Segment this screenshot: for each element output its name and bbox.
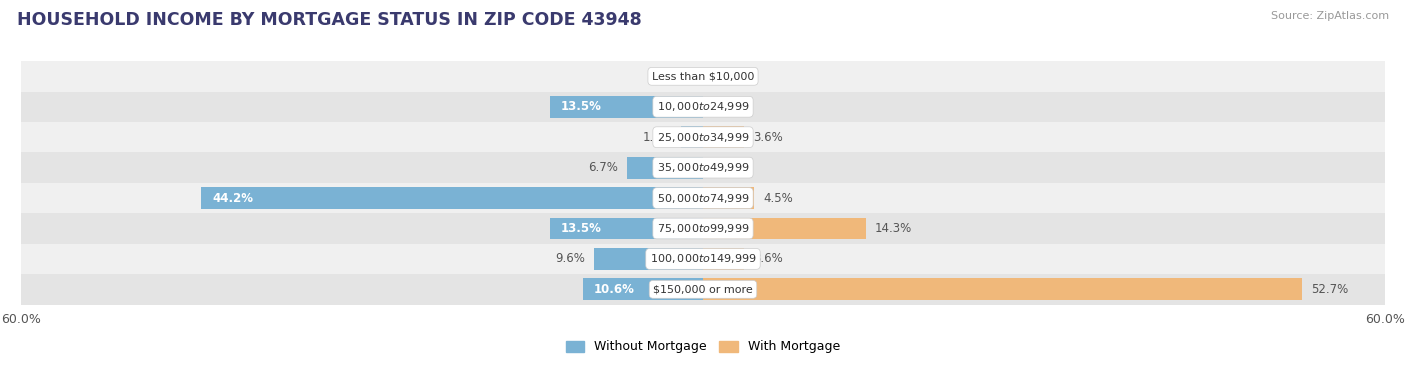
Bar xyxy=(550,96,703,118)
Text: 1.9%: 1.9% xyxy=(643,131,672,144)
Text: $35,000 to $49,999: $35,000 to $49,999 xyxy=(657,161,749,174)
Text: HOUSEHOLD INCOME BY MORTGAGE STATUS IN ZIP CODE 43948: HOUSEHOLD INCOME BY MORTGAGE STATUS IN Z… xyxy=(17,11,641,29)
Text: 52.7%: 52.7% xyxy=(1310,283,1348,296)
Text: 13.5%: 13.5% xyxy=(561,222,602,235)
Text: 6.7%: 6.7% xyxy=(588,161,617,174)
Text: 0.0%: 0.0% xyxy=(720,70,749,83)
Text: $100,000 to $149,999: $100,000 to $149,999 xyxy=(650,253,756,265)
Text: $25,000 to $34,999: $25,000 to $34,999 xyxy=(657,131,749,144)
Bar xyxy=(21,61,1385,92)
Bar xyxy=(703,126,744,148)
Text: Less than $10,000: Less than $10,000 xyxy=(652,71,754,81)
Bar xyxy=(21,183,1385,213)
Text: 10.6%: 10.6% xyxy=(593,283,634,296)
Text: $150,000 or more: $150,000 or more xyxy=(654,284,752,294)
Bar xyxy=(21,244,1385,274)
Bar xyxy=(703,187,754,209)
Text: 3.6%: 3.6% xyxy=(754,131,783,144)
Bar xyxy=(201,187,703,209)
Bar xyxy=(21,122,1385,152)
Text: $50,000 to $74,999: $50,000 to $74,999 xyxy=(657,192,749,205)
Text: 4.5%: 4.5% xyxy=(763,192,793,205)
Text: $75,000 to $99,999: $75,000 to $99,999 xyxy=(657,222,749,235)
Text: 44.2%: 44.2% xyxy=(212,192,253,205)
Bar xyxy=(593,248,703,270)
Text: 9.6%: 9.6% xyxy=(555,253,585,265)
Text: 13.5%: 13.5% xyxy=(561,100,602,113)
Legend: Without Mortgage, With Mortgage: Without Mortgage, With Mortgage xyxy=(561,336,845,359)
Bar xyxy=(21,152,1385,183)
Bar xyxy=(627,157,703,179)
Text: 0.0%: 0.0% xyxy=(720,100,749,113)
Text: 14.3%: 14.3% xyxy=(875,222,912,235)
Bar xyxy=(703,248,744,270)
Bar xyxy=(703,278,1302,300)
Bar xyxy=(550,218,703,239)
Text: 0.0%: 0.0% xyxy=(720,161,749,174)
Text: 3.6%: 3.6% xyxy=(754,253,783,265)
Bar xyxy=(682,126,703,148)
Text: $10,000 to $24,999: $10,000 to $24,999 xyxy=(657,100,749,113)
Bar xyxy=(703,218,866,239)
Text: Source: ZipAtlas.com: Source: ZipAtlas.com xyxy=(1271,11,1389,21)
Bar xyxy=(21,274,1385,305)
Bar xyxy=(21,213,1385,244)
Bar xyxy=(582,278,703,300)
Bar xyxy=(21,92,1385,122)
Text: 0.0%: 0.0% xyxy=(657,70,686,83)
